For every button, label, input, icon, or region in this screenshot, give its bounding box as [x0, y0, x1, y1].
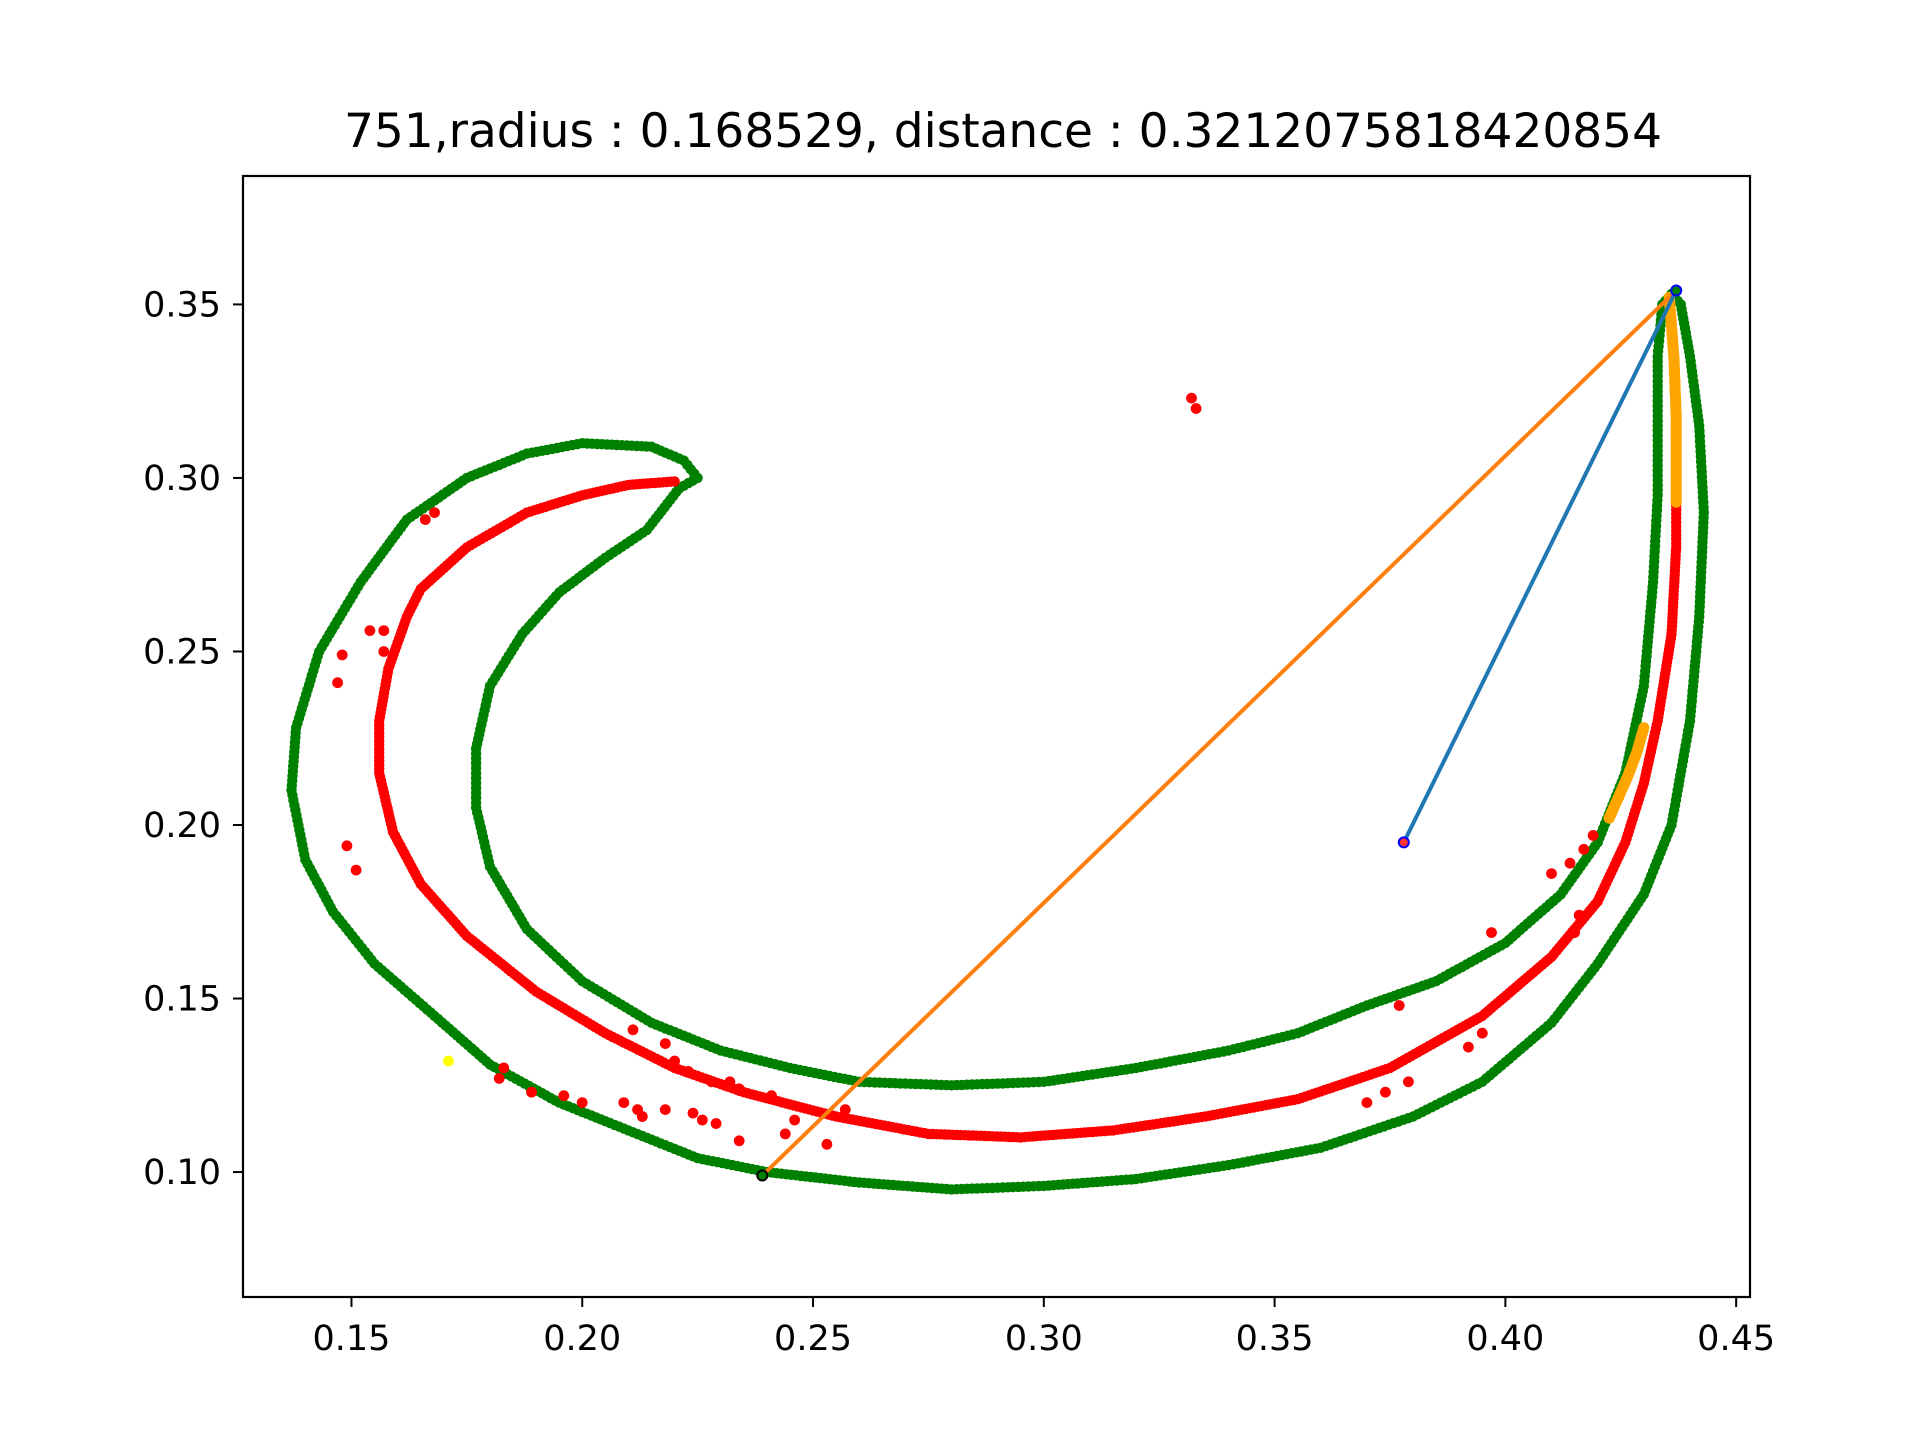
x-tick-label: 0.20	[543, 1319, 621, 1359]
scatter-red-point	[364, 625, 376, 636]
x-tick-label: 0.45	[1697, 1319, 1775, 1359]
plot-area	[286, 284, 1710, 1195]
scatter-red-point	[1573, 909, 1585, 921]
outer-boundary-series	[286, 288, 1710, 1195]
x-tick-label: 0.15	[312, 1319, 390, 1359]
axis-ticks: 0.15 0.20 0.25 0.30 0.35 0.40 0.45 0.10 0.15 0.20…	[143, 285, 1775, 1359]
scatter-red-series	[332, 392, 1599, 1150]
radius-start-point	[1397, 836, 1410, 849]
scatter-red-point	[378, 646, 390, 657]
y-tick-label: 0.30	[143, 459, 221, 499]
y-tick-label: 0.25	[143, 632, 221, 672]
scatter-red-point	[1190, 403, 1202, 414]
distance-start-point	[756, 1169, 769, 1182]
highlight-series	[1603, 291, 1682, 824]
scatter-red-point	[687, 1107, 699, 1119]
scatter-red-point	[558, 1090, 570, 1102]
y-tick-label: 0.35	[143, 285, 221, 325]
x-tick-label: 0.30	[1005, 1319, 1083, 1359]
scatter-red-point	[618, 1097, 630, 1108]
scatter-red-point	[659, 1038, 671, 1049]
scatter-red-point	[498, 1062, 510, 1074]
scatter-red-point	[789, 1114, 800, 1126]
scatter-red-point	[378, 625, 390, 636]
scatter-red-point	[710, 1118, 722, 1129]
scatter-red-point	[696, 1114, 708, 1126]
scatter-red-point	[839, 1104, 851, 1115]
y-tick-label: 0.10	[143, 1153, 221, 1193]
scatter-red-point	[350, 864, 362, 876]
scatter-red-point	[1564, 857, 1576, 869]
scatter-red-point	[733, 1135, 745, 1147]
scatter-red-point	[526, 1086, 537, 1098]
scatter-red-point	[1380, 1086, 1391, 1098]
scatter-red-point	[341, 840, 353, 852]
scatter-red-point	[1361, 1097, 1373, 1108]
scatter-red-point	[1186, 392, 1197, 404]
scatter-red-point	[1546, 868, 1557, 879]
y-tick-label: 0.15	[143, 980, 221, 1020]
x-tick-label: 0.25	[774, 1319, 852, 1359]
scatter-red-point	[779, 1128, 791, 1140]
scatter-red-point	[429, 507, 440, 518]
scatter-red-point	[1463, 1041, 1474, 1053]
highlight-point	[1638, 722, 1650, 734]
scatter-red-point	[724, 1076, 736, 1088]
scatter-red-point	[493, 1073, 505, 1084]
scatter-red-point	[659, 1104, 671, 1115]
scatter-red-point	[576, 1097, 588, 1108]
shared-end-point	[1670, 284, 1683, 297]
scatter-red-point	[1587, 830, 1599, 841]
scatter-red-point	[669, 1055, 680, 1067]
highlight-point	[1670, 496, 1682, 508]
scatter-red-point	[733, 1083, 745, 1095]
x-tick-label: 0.35	[1236, 1319, 1314, 1359]
scatter-red-point	[706, 1076, 717, 1088]
chart-title: 751,radius : 0.168529, distance : 0.3212…	[344, 104, 1662, 159]
scatter-red-point	[683, 1066, 694, 1077]
scatter-red-point	[1393, 1000, 1405, 1011]
scatter-red-point	[1569, 927, 1580, 938]
scatter-red-point	[821, 1138, 833, 1150]
scatter-red-point	[636, 1111, 648, 1122]
inner-curve-series	[374, 476, 1682, 1143]
axes-frame	[241, 174, 1752, 1299]
scatter-red-point	[1403, 1076, 1414, 1088]
x-tick-label: 0.40	[1466, 1319, 1544, 1359]
scatter-red-point	[1476, 1027, 1488, 1039]
special-marker-point	[443, 1055, 454, 1067]
scatter-red-point	[336, 649, 348, 661]
orange-distance-line	[760, 289, 1678, 1177]
blue-radius-line	[1402, 289, 1678, 844]
scatter-red-point	[766, 1090, 777, 1102]
scatter-red-point	[1578, 843, 1590, 855]
scatter-red-point	[332, 677, 343, 689]
scatter-red-point	[627, 1024, 639, 1036]
scatter-red-point	[1486, 927, 1497, 938]
y-tick-label: 0.20	[143, 806, 221, 846]
scatter-red-point	[419, 514, 431, 525]
